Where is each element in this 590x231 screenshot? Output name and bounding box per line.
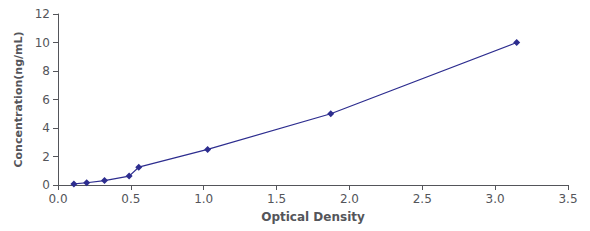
svg-text:3.5: 3.5 [558,192,577,206]
svg-text:0.5: 0.5 [121,192,140,206]
svg-text:0.0: 0.0 [48,192,67,206]
svg-text:Concentration(ng/mL): Concentration(ng/mL) [12,31,25,167]
svg-text:0: 0 [42,178,50,192]
svg-text:8: 8 [42,64,50,78]
svg-text:2.0: 2.0 [340,192,359,206]
svg-text:4: 4 [42,121,50,135]
svg-text:1.0: 1.0 [194,192,213,206]
svg-text:2: 2 [42,150,50,164]
svg-text:6: 6 [42,93,50,107]
svg-text:Optical Density: Optical Density [261,210,365,224]
svg-text:1.5: 1.5 [267,192,286,206]
svg-text:12: 12 [35,7,50,21]
svg-text:10: 10 [35,36,50,50]
svg-text:2.5: 2.5 [413,192,432,206]
svg-text:3.0: 3.0 [486,192,505,206]
